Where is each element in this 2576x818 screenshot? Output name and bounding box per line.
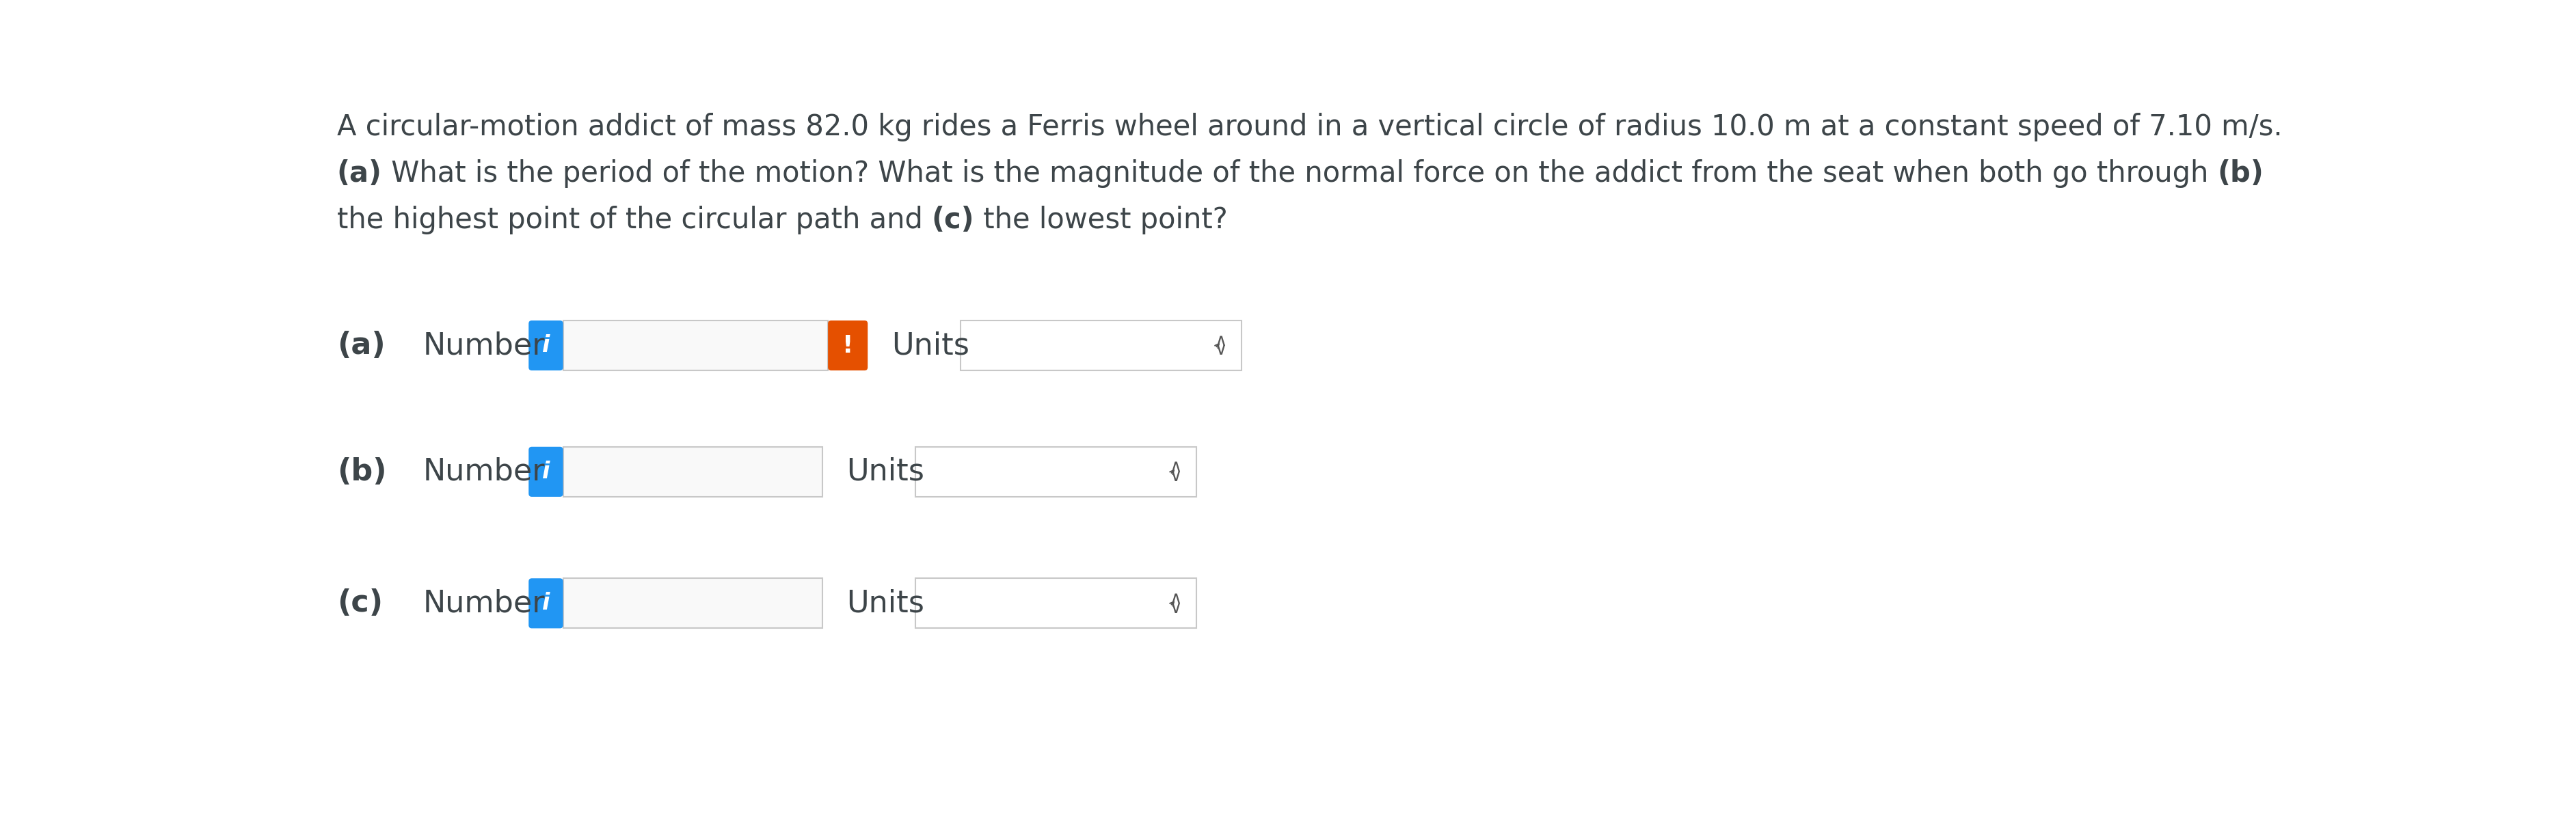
FancyBboxPatch shape: [528, 321, 564, 371]
Text: ∨: ∨: [1216, 342, 1226, 358]
Bar: [564, 447, 822, 497]
Bar: [564, 578, 822, 628]
Text: ∨: ∨: [1170, 600, 1182, 616]
FancyBboxPatch shape: [528, 578, 564, 628]
FancyBboxPatch shape: [827, 321, 868, 371]
Text: (b): (b): [337, 457, 386, 487]
Text: ∨: ∨: [1170, 468, 1182, 485]
Text: (c): (c): [933, 205, 974, 234]
Text: ∧: ∧: [1170, 591, 1182, 607]
Text: What is the period of the motion? What is the magnitude of the normal force on t: What is the period of the motion? What i…: [381, 160, 2218, 188]
Text: !: !: [842, 334, 853, 357]
Text: i: i: [541, 335, 549, 357]
Text: the highest point of the circular path and: the highest point of the circular path a…: [337, 205, 933, 234]
Text: (c): (c): [337, 589, 384, 618]
Bar: [914, 447, 1195, 497]
Text: (a): (a): [337, 330, 386, 360]
Text: Number: Number: [422, 457, 544, 487]
Text: i: i: [541, 592, 549, 614]
Text: i: i: [541, 461, 549, 483]
Text: the lowest point?: the lowest point?: [974, 205, 1229, 234]
Text: (b): (b): [2218, 160, 2264, 188]
Bar: [914, 578, 1195, 628]
FancyBboxPatch shape: [528, 447, 564, 497]
Text: ∧: ∧: [1216, 333, 1226, 349]
Text: Number: Number: [422, 589, 544, 618]
Text: A circular-motion addict of mass 82.0 kg rides a Ferris wheel around in a vertic: A circular-motion addict of mass 82.0 kg…: [337, 113, 2282, 142]
Text: Units: Units: [891, 330, 969, 360]
Bar: [961, 321, 1242, 371]
Text: Number: Number: [422, 330, 544, 360]
Bar: [564, 321, 827, 371]
Text: ∧: ∧: [1170, 459, 1182, 475]
Text: Units: Units: [848, 457, 925, 487]
Text: (a): (a): [337, 160, 381, 188]
Text: Units: Units: [848, 589, 925, 618]
